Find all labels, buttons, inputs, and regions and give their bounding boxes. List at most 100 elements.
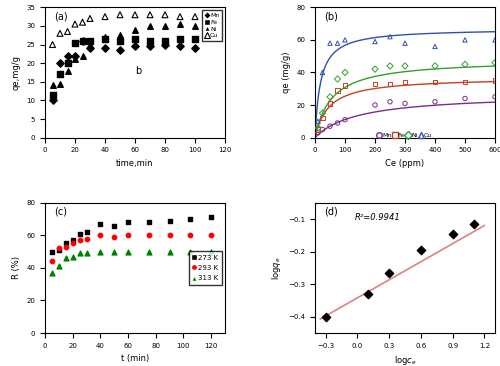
Point (71, 40, 79, 46)
Point (341, 70, 349, 75)
Legend: Mn, Fe, Ni, Cu: Mn, Fe, Ni, Cu (376, 131, 434, 140)
Point (101, 34, 109, 40)
Point (86, 38, 94, 44)
Point (78, 38, 86, 44)
Point (48, 270, 56, 276)
Point (145, 232, 153, 238)
Point (314, 119, 322, 124)
Point (314, 127, 322, 132)
Point (96, 221, 104, 227)
Point (314, 125, 322, 131)
Point (48, 258, 56, 264)
Point (161, 12, 169, 18)
Point (68, 240, 76, 246)
Point (110, 223, 118, 228)
Point (131, 27, 139, 33)
Point (326, 40, 334, 46)
Point (166, 218, 173, 224)
Point (78, 53, 86, 59)
Point (341, 83, 349, 89)
Y-axis label: $\mathrm{log}q_e$: $\mathrm{log}q_e$ (270, 256, 282, 280)
Point (82, 236, 90, 242)
Point (55, 264, 63, 269)
Point (386, 81, 394, 87)
Point (101, 45, 109, 51)
Point (186, 249, 194, 255)
Point (131, 44, 139, 49)
Point (76, 250, 84, 256)
Point (86, 42, 94, 48)
Point (86, 16, 94, 22)
Point (401, 40, 409, 46)
Point (56, 81, 64, 87)
Point (186, 216, 194, 222)
Point (62, 240, 70, 246)
Point (71, 56, 79, 62)
Point (191, 36, 199, 42)
Point (124, 219, 132, 225)
Point (110, 234, 118, 240)
Point (322, 314, 330, 320)
Point (417, 247, 425, 253)
Point (431, 44, 439, 49)
Point (62, 255, 70, 261)
Point (76, 231, 84, 237)
Point (341, 37, 349, 43)
Point (146, 23, 154, 29)
Point (191, 14, 199, 19)
Point (146, 44, 154, 49)
Point (371, 102, 379, 108)
Point (86, 45, 94, 51)
Point (461, 61, 469, 67)
Point (334, 120, 342, 126)
Point (64, 68, 72, 74)
Point (461, 37, 469, 43)
Point (341, 117, 349, 123)
Point (131, 36, 139, 42)
Point (318, 70, 326, 75)
Point (62, 244, 70, 250)
Point (385, 270, 393, 276)
Point (64, 60, 72, 66)
Point (326, 101, 334, 107)
Point (166, 232, 173, 238)
Point (334, 87, 342, 93)
Point (116, 32, 124, 38)
Point (161, 42, 169, 48)
Point (186, 232, 194, 238)
Point (207, 232, 215, 238)
Point (401, 63, 409, 69)
Point (334, 76, 342, 82)
Y-axis label: qe (mg/g): qe (mg/g) (282, 52, 290, 93)
Point (101, 14, 109, 19)
Point (176, 44, 184, 49)
X-axis label: t (min): t (min) (121, 354, 149, 363)
Point (364, 291, 372, 297)
Point (191, 45, 199, 51)
Point (116, 12, 124, 18)
Point (176, 21, 184, 27)
Point (491, 60, 499, 66)
Point (448, 231, 456, 237)
Point (431, 99, 439, 105)
Point (55, 247, 63, 253)
Point (461, 79, 469, 85)
Point (491, 78, 499, 83)
Point (371, 38, 379, 44)
Point (318, 115, 326, 121)
Point (68, 254, 76, 259)
Point (71, 53, 79, 59)
Point (431, 63, 439, 69)
Point (146, 38, 154, 44)
Point (191, 23, 199, 29)
Point (431, 79, 439, 85)
Point (166, 249, 173, 255)
Legend: 273 K, 293 K, 313 K: 273 K, 293 K, 313 K (189, 251, 222, 284)
Text: R²=0.9941: R²=0.9941 (354, 213, 401, 222)
Text: (b): (b) (324, 11, 338, 21)
Point (48, 83, 56, 89)
Point (161, 38, 169, 44)
Point (176, 14, 184, 19)
Point (96, 232, 104, 238)
Point (116, 38, 124, 44)
